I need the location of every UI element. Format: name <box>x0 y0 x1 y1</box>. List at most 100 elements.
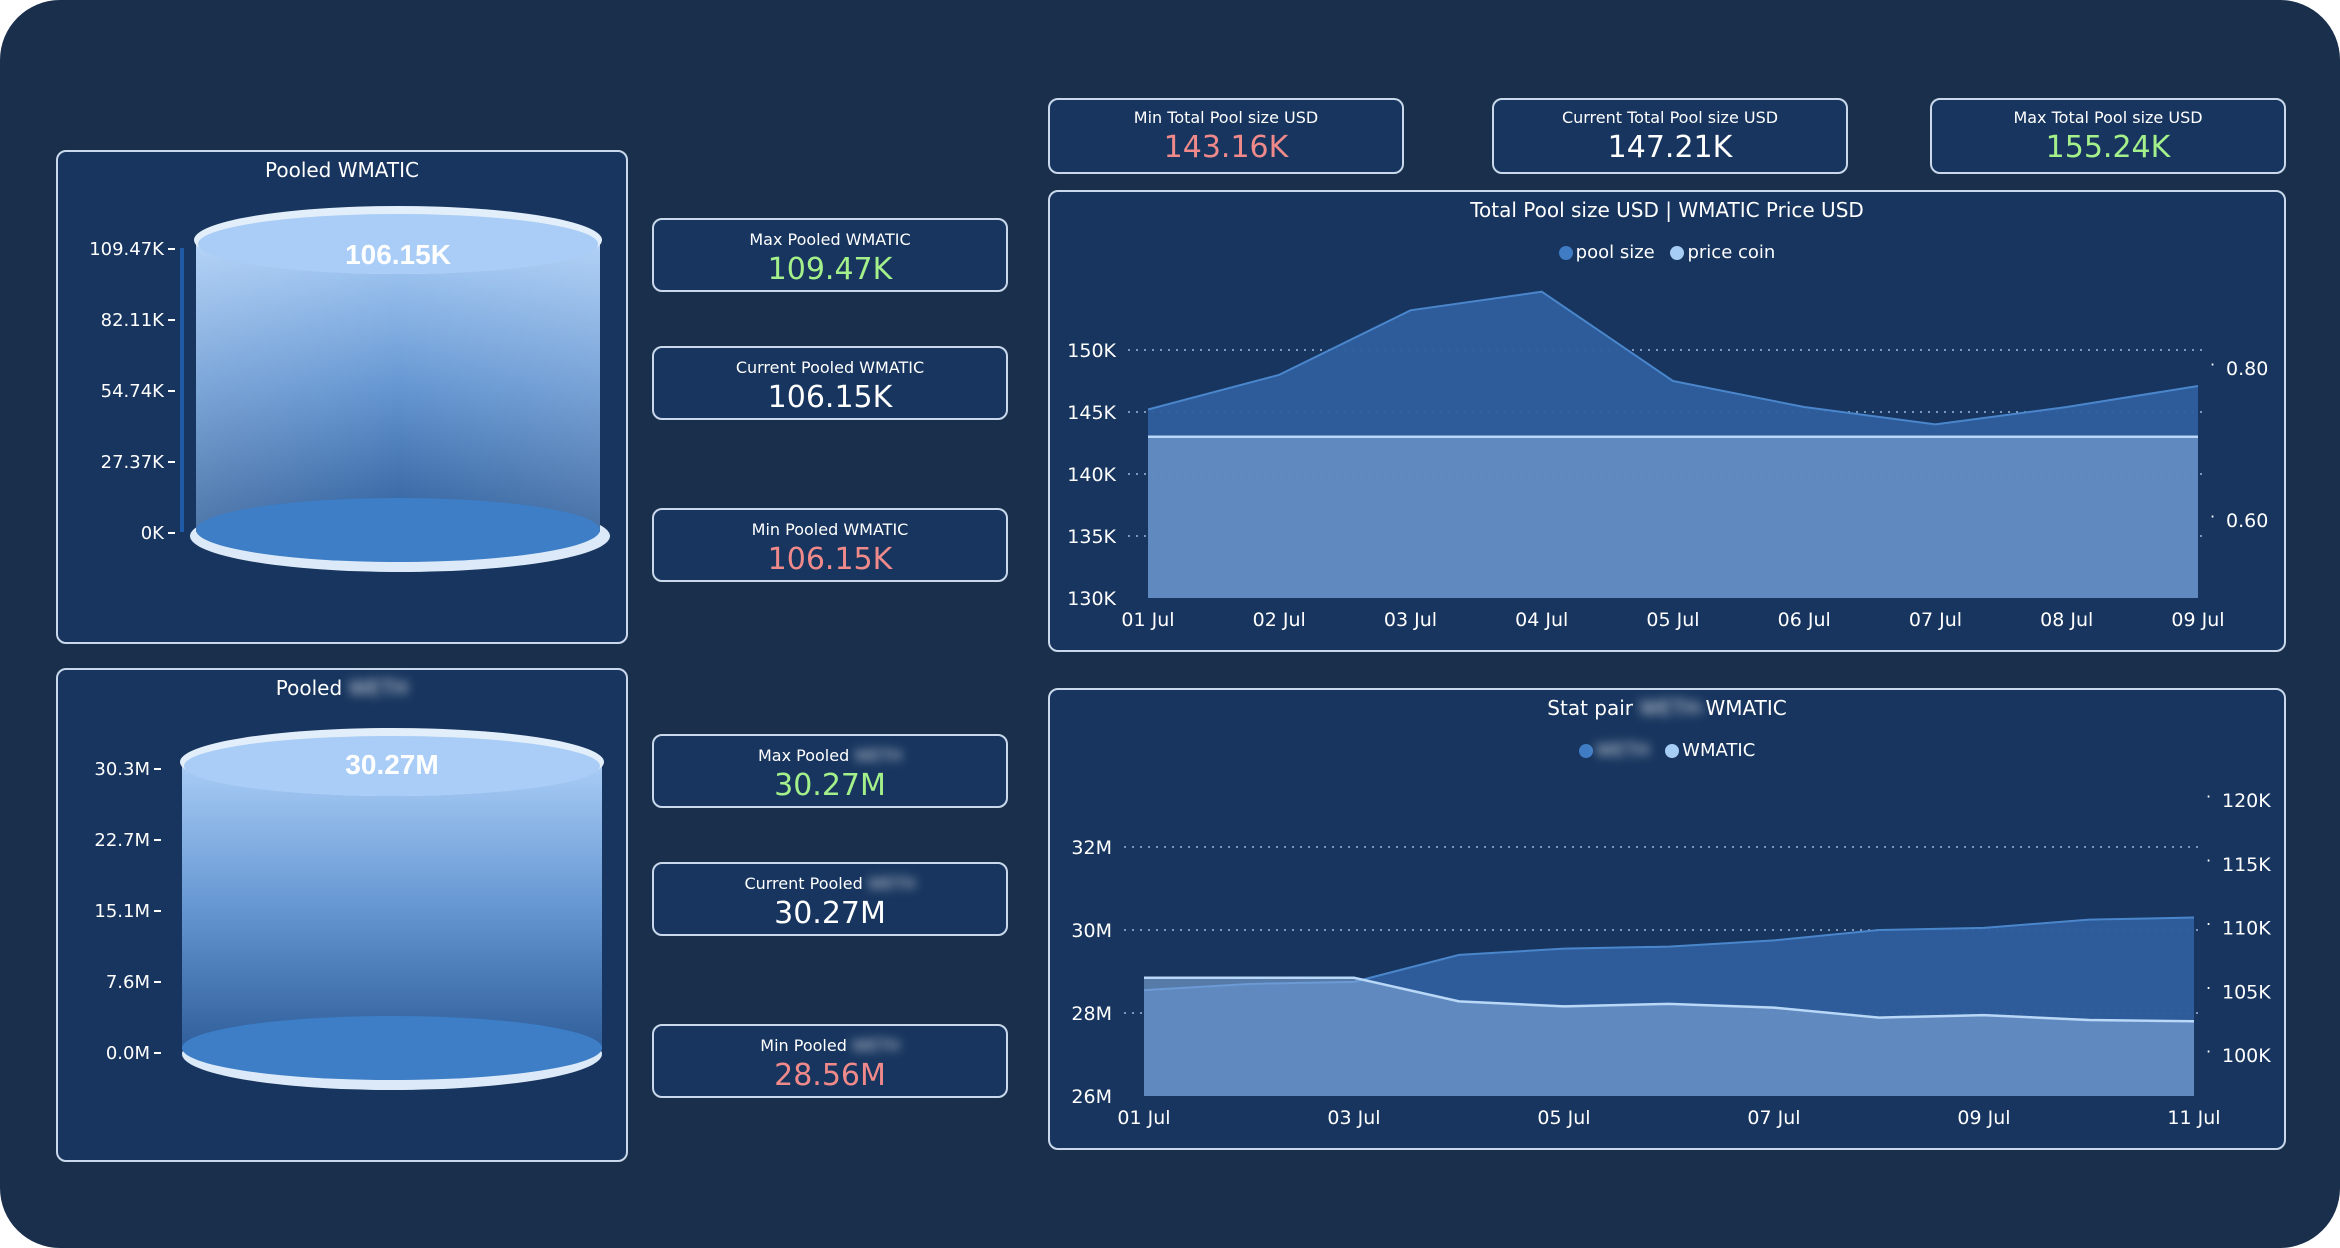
x-tick-label: 05 Jul <box>1646 609 1699 631</box>
y2-tick-label: 0.60 <box>2226 510 2268 532</box>
x-tick-label: 06 Jul <box>1778 609 1831 631</box>
card-value: 155.24K <box>2045 130 2171 165</box>
x-tick-label: 04 Jul <box>1515 609 1568 631</box>
y-tick-label: 26M <box>1071 1086 1112 1108</box>
card-value: 109.47K <box>767 252 893 287</box>
y-tick-label: 135K <box>1067 526 1116 548</box>
y-tick-label: 30.3M <box>94 759 150 780</box>
chart2-title-suffix: WMATIC <box>1705 696 1787 720</box>
legend-label[interactable]: WETH <box>1595 740 1650 761</box>
pooled-other-title: Pooled WETH <box>58 676 626 700</box>
card-label: Max Pooled WMATIC <box>749 230 911 249</box>
current-pooled-other-card: Current Pooled WETH 30.27M <box>652 862 1008 936</box>
legend-swatch <box>1665 744 1680 758</box>
current-total-pool-card: Current Total Pool size USD 147.21K <box>1492 98 1848 174</box>
y2-tick-mark: · <box>2206 851 2211 870</box>
pooled-other-cylinder <box>180 728 604 1080</box>
card-label: Min Pooled <box>760 1036 847 1055</box>
pooled-other-value-label: 30.27M <box>345 749 438 780</box>
chart2-title-blurred: WETH- <box>1639 696 1706 720</box>
min-pooled-wmatic-card: Min Pooled WMATIC 106.15K <box>652 508 1008 582</box>
y2-tick-label: 100K <box>2222 1045 2271 1067</box>
y-tick-label: 7.6M <box>106 972 150 993</box>
legend-swatch <box>1670 246 1685 260</box>
y2-tick-label: 115K <box>2222 854 2271 876</box>
y-tick-label: 145K <box>1067 402 1116 424</box>
card-value: 28.56M <box>774 1058 886 1093</box>
x-tick-label: 07 Jul <box>1747 1107 1800 1129</box>
y2-tick-label: 105K <box>2222 981 2271 1003</box>
x-tick-label: 09 Jul <box>2171 609 2224 631</box>
pooled-wmatic-cylinder <box>194 206 602 562</box>
chart2-title: Stat pair WETH-WMATIC <box>1050 696 2284 720</box>
y2-tick-mark: · <box>2206 915 2211 934</box>
current-pooled-wmatic-card: Current Pooled WMATIC 106.15K <box>652 346 1008 420</box>
pooled-wmatic-panel: Pooled WMATIC 109.47K 82.11K <box>56 150 628 644</box>
y-tick-label: 109.47K <box>89 239 165 260</box>
legend-swatch <box>1558 246 1573 260</box>
series-line-pool-size <box>1147 290 2199 426</box>
x-tick-label: 08 Jul <box>2040 609 2093 631</box>
chart2-legend: WETH WMATIC <box>1050 740 2284 761</box>
pooled-wmatic-cylinder-chart: 109.47K 82.11K 54.74K 27.37K 0K 106.15K <box>89 206 610 572</box>
chart1-svg: 150K 145K 140K 135K 130K · 0.80 · 0.60 01 Jul 02 J… <box>1067 290 2268 631</box>
pooled-wmatic-value-label: 106.15K <box>345 239 451 270</box>
max-pooled-other-card: Max Pooled WETH 30.27M <box>652 734 1008 808</box>
x-tick-label: 03 Jul <box>1327 1107 1380 1129</box>
chart2-svg: 32M 30M 28M 26M · 120K · 115K · 110K · 105K · 100K 01 … <box>1071 787 2271 1129</box>
x-tick-label: 11 Jul <box>2167 1107 2220 1129</box>
legend-swatch <box>1578 744 1593 758</box>
legend-label[interactable]: price coin <box>1687 242 1776 263</box>
card-value: 30.27M <box>774 768 886 803</box>
legend-label[interactable]: pool size <box>1575 242 1655 263</box>
series-area-WMATIC <box>1144 977 2194 1096</box>
card-label: Max Total Pool size USD <box>2013 108 2203 127</box>
min-total-pool-card: Min Total Pool size USD 143.16K <box>1048 98 1404 174</box>
y-tick-label: 28M <box>1071 1003 1112 1025</box>
pooled-other-title-blurred: WETH <box>348 676 409 700</box>
min-pooled-other-card: Min Pooled WETH 28.56M <box>652 1024 1008 1098</box>
card-value: 106.15K <box>767 380 893 415</box>
card-label: Current Pooled WMATIC <box>735 358 925 377</box>
card-value: 106.15K <box>767 542 893 577</box>
y2-tick-mark: · <box>2206 787 2211 806</box>
card-label: Current Pooled <box>744 874 863 893</box>
card-value: 30.27M <box>774 896 886 931</box>
y-tick-label: 82.11K <box>101 310 166 331</box>
max-pooled-wmatic-card: Max Pooled WMATIC 109.47K <box>652 218 1008 292</box>
y-tick-label: 30M <box>1071 920 1112 942</box>
x-tick-label: 05 Jul <box>1537 1107 1590 1129</box>
card-label: Current Total Pool size USD <box>1561 108 1779 127</box>
y-tick-label: 140K <box>1067 464 1116 486</box>
x-tick-label: 02 Jul <box>1253 609 1306 631</box>
y2-tick-mark: · <box>2210 507 2215 526</box>
card-value: 147.21K <box>1607 130 1733 165</box>
pooled-other-cylinder-chart: 30.3M 22.7M 15.1M 7.6M 0.0M 30.27M <box>94 728 604 1090</box>
card-label-blurred: WETH <box>867 874 916 893</box>
y-tick-label: 130K <box>1067 588 1116 610</box>
legend-label[interactable]: WMATIC <box>1682 740 1756 761</box>
y-tick-label: 15.1M <box>94 901 150 922</box>
card-label: Max Pooled <box>757 746 850 765</box>
pooled-other-title-text: Pooled <box>275 676 343 700</box>
y2-tick-mark: · <box>2206 978 2211 997</box>
x-tick-label: 09 Jul <box>1957 1107 2010 1129</box>
y-tick-label: 27.37K <box>101 452 166 473</box>
card-value: 143.16K <box>1163 130 1289 165</box>
y-tick-label: 32M <box>1071 837 1112 859</box>
y2-tick-label: 0.80 <box>2226 358 2268 380</box>
card-label-blurred: WETH <box>854 746 903 765</box>
y2-tick-label: 110K <box>2222 918 2271 940</box>
x-tick-label: 07 Jul <box>1909 609 1962 631</box>
y2-tick-label: 120K <box>2222 790 2271 812</box>
series-line-WMATIC <box>1144 976 2195 1023</box>
chart1-title: Total Pool size USD | WMATIC Price USD <box>1470 198 1864 222</box>
pooled-other-ticks: 30.3M 22.7M 15.1M 7.6M 0.0M <box>94 759 161 1064</box>
y-tick-label: 22.7M <box>94 830 150 851</box>
y-tick-label: 0K <box>141 523 165 544</box>
card-label-wrap: Min Pooled WETH <box>654 1036 1006 1055</box>
chart1-legend: pool size price coin <box>1050 242 2284 263</box>
chart2-title-text: Stat pair <box>1547 696 1634 720</box>
x-tick-label: 03 Jul <box>1384 609 1437 631</box>
